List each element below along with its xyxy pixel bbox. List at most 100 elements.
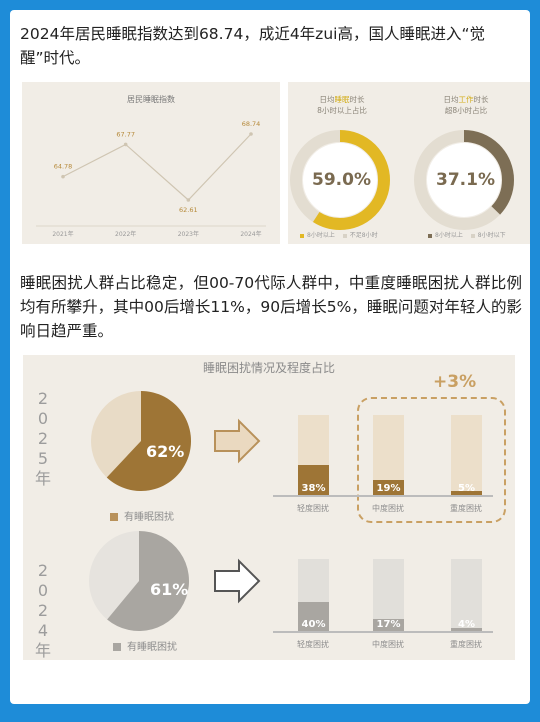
bar-fill: [451, 491, 482, 495]
legend-label: 8小时以上: [435, 232, 463, 239]
bar-中度困扰: 19%: [373, 415, 404, 495]
donut-percent-work: 37.1%: [436, 170, 495, 190]
data-point: [61, 174, 65, 179]
bar-category-label: 中度困扰: [372, 504, 404, 513]
bar-value-label: 40%: [301, 619, 326, 630]
line-chart-svg: 64.78 2021年 67.77 2022年 62.61 2023年 68.74 2024年: [36, 120, 266, 238]
bar-fill: [451, 628, 482, 631]
pie-label-2024: 61%: [150, 580, 189, 599]
trouble-title: 睡眠困扰情况及程度占比: [202, 361, 335, 375]
pie-legend-2025: 有睡眠困扰: [110, 508, 174, 523]
bar-重度困扰: 4%: [451, 559, 482, 631]
body-paragraph: 睡眠困扰人群占比稳定，但00-70代际人群中，中重度睡眠困扰人群比例均有所攀升，…: [20, 274, 522, 340]
legend-swatch: [113, 643, 121, 651]
bar-value-label: 5%: [458, 483, 475, 494]
year-char: 2: [37, 389, 49, 408]
data-label: 67.77: [116, 130, 135, 138]
bar-fill: [298, 602, 329, 631]
legend-swatch: [342, 233, 347, 238]
donut-svg: [290, 130, 514, 230]
bar-fill: [373, 479, 404, 495]
x-tick-label: 2022年: [115, 230, 136, 238]
legend-swatch: [300, 233, 304, 238]
bar-value-label: 19%: [376, 483, 401, 494]
bar-baseline: [273, 495, 493, 497]
legend-swatch: [470, 233, 475, 238]
donut-center: [427, 143, 501, 217]
donut-title-pre: 日均: [443, 95, 459, 104]
data-point: [249, 132, 253, 136]
pie-legend-2024: 有睡眠困扰: [113, 638, 177, 653]
bar-fill: [373, 618, 404, 631]
data-label: 68.74: [242, 120, 261, 128]
x-tick-label: 2021年: [52, 230, 73, 238]
arrow-icon: [214, 418, 261, 464]
donut-arc: [290, 130, 390, 230]
bar-重度困扰: 5%: [451, 415, 482, 495]
bar-value-label: 17%: [376, 619, 401, 630]
intro-text: 2024年居民睡眠指数达到68.74，成近4年zui高，国人睡眠进入“觉醒”时代…: [20, 25, 485, 67]
index-line: [62, 133, 252, 201]
x-tick-label: 2023年: [178, 230, 199, 238]
data-label: 62.61: [179, 206, 198, 214]
legend-label: 不足8小时: [349, 232, 378, 239]
donut-title-pre: 日均: [319, 95, 335, 104]
donut-legend-sleep: 8小时以上 不足8小时: [300, 230, 378, 239]
donut-center: [303, 143, 377, 217]
donut-title-post: 时长: [349, 95, 365, 104]
pie-slice: [107, 531, 190, 631]
data-label: 64.78: [54, 163, 73, 171]
donut-title-post: 时长: [473, 95, 489, 104]
year-char: 2: [37, 429, 49, 448]
year-char: 5: [37, 449, 49, 468]
bar-category-label: 重度困扰: [450, 504, 482, 513]
bar-category-label: 重度困扰: [450, 640, 482, 649]
donut-subtitle: 8小时以上占比: [317, 106, 367, 115]
donut-title-work: 日均工作时长 超8小时占比: [414, 94, 518, 116]
donut-title-highlight: 工作: [458, 95, 474, 104]
data-point: [123, 142, 128, 147]
data-point: [186, 198, 191, 202]
x-tick-label: 2024年: [240, 230, 261, 238]
bar-category-label: 轻度困扰: [297, 504, 329, 513]
bar-value-label: 38%: [301, 483, 326, 494]
donut-title-sleep: 日均睡眠时长 8小时以上占比: [290, 94, 394, 116]
bar-value-label: 4%: [458, 619, 475, 630]
bar-fill: [298, 464, 329, 495]
bar-category-label: 中度困扰: [372, 640, 404, 649]
pie-slice: [106, 391, 191, 491]
bar-中度困扰: 17%: [373, 559, 404, 631]
donut-title-highlight: 睡眠: [334, 95, 350, 104]
donut-percent-sleep: 59.0%: [312, 170, 371, 190]
legend-swatch: [428, 233, 432, 238]
year-char: 2: [37, 601, 49, 620]
legend-label: 有睡眠困扰: [124, 512, 174, 523]
legend-label: 有睡眠困扰: [127, 642, 177, 653]
donut-panel: 日均睡眠时长 8小时以上占比 日均工作时长 超8小时占比 59.0% 37.1%…: [288, 82, 530, 244]
year-char: 年: [34, 641, 51, 660]
year-char: 4: [37, 621, 49, 640]
year-char: 0: [37, 581, 49, 600]
post-card: 2024年居民睡眠指数达到68.74，成近4年zui高，国人睡眠进入“觉醒”时代…: [10, 10, 530, 704]
increase-label: +3%: [433, 372, 477, 392]
sleep-index-chart: 居民睡眠指数 64.78 2021年 67.77 2022年 62.61 2023年 68.…: [22, 82, 280, 244]
donut-arc: [414, 130, 514, 230]
bar-轻度困扰: 38%: [298, 415, 329, 495]
donut-legend-work: 8小时以上 8小时以下: [428, 230, 506, 239]
legend-label: 8小时以上: [307, 232, 335, 239]
year-char: 2: [37, 561, 49, 580]
donut-subtitle: 超8小时占比: [444, 106, 488, 115]
legend-label: 8小时以下: [477, 232, 506, 239]
pie-label-2025: 62%: [146, 442, 185, 461]
bar-category-label: 轻度困扰: [297, 640, 329, 649]
chart-title: 居民睡眠指数: [127, 95, 175, 104]
increase-highlight-box: [357, 397, 506, 523]
bar-轻度困扰: 40%: [298, 559, 329, 631]
year-char: 0: [37, 409, 49, 428]
year-char: 年: [34, 469, 51, 488]
arrow-icon: [214, 558, 261, 604]
bar-baseline: [273, 631, 493, 633]
